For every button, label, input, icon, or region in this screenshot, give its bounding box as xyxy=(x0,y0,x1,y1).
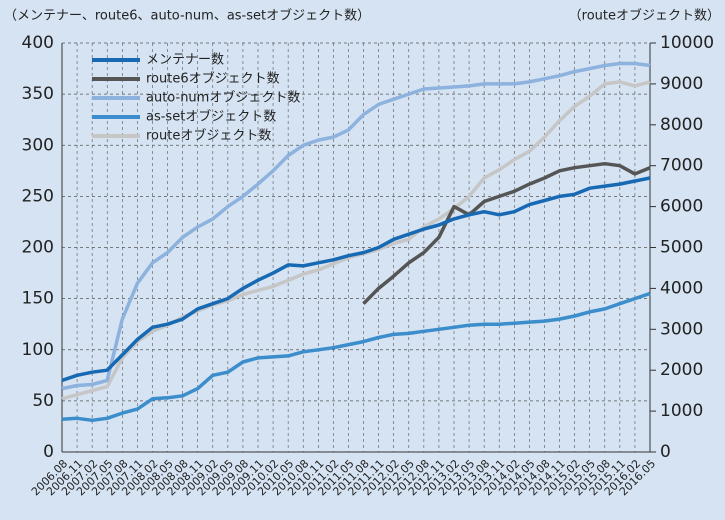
y2-tick-label: 5000 xyxy=(660,238,703,258)
legend-label: as-setオブジェクト数 xyxy=(146,109,276,125)
y-tick-label: 150 xyxy=(22,289,54,309)
y-tick-label: 100 xyxy=(22,340,54,360)
legend-label: auto-numオブジェクト数 xyxy=(146,90,300,106)
series-line xyxy=(61,61,651,391)
y-tick-label: 400 xyxy=(22,33,54,53)
y-tick-label: 50 xyxy=(32,391,54,411)
y2-tick-label: 6000 xyxy=(660,197,703,217)
y2-tick-label: 3000 xyxy=(660,319,703,339)
series-line xyxy=(362,161,651,305)
y-tick-label: 200 xyxy=(22,238,54,258)
legend-label: route6オブジェクト数 xyxy=(146,71,280,87)
legend-label: routeオブジェクト数 xyxy=(146,128,271,144)
y2-tick-label: 9000 xyxy=(660,74,703,94)
left-axis-label: （メンテナー、route6、auto-num、as-setオブジェクト数） xyxy=(4,8,370,24)
series-line xyxy=(61,291,651,423)
y-tick-label: 250 xyxy=(22,186,54,206)
legend-label: メンテナー数 xyxy=(146,53,224,68)
y2-tick-label: 2000 xyxy=(660,360,703,380)
right-axis-label: （routeオブジェクト数） xyxy=(569,8,720,24)
y2-tick-label: 7000 xyxy=(660,156,703,176)
y2-tick-label: 1000 xyxy=(660,401,703,421)
y2-tick-label: 10000 xyxy=(660,33,714,53)
y-tick-label: 350 xyxy=(22,84,54,104)
y2-tick-label: 8000 xyxy=(660,115,703,135)
y2-tick-label: 0 xyxy=(660,442,671,462)
y2-tick-label: 4000 xyxy=(660,278,703,298)
series-line xyxy=(61,176,651,383)
y-tick-label: 300 xyxy=(22,135,54,155)
y-tick-label: 0 xyxy=(43,442,54,462)
